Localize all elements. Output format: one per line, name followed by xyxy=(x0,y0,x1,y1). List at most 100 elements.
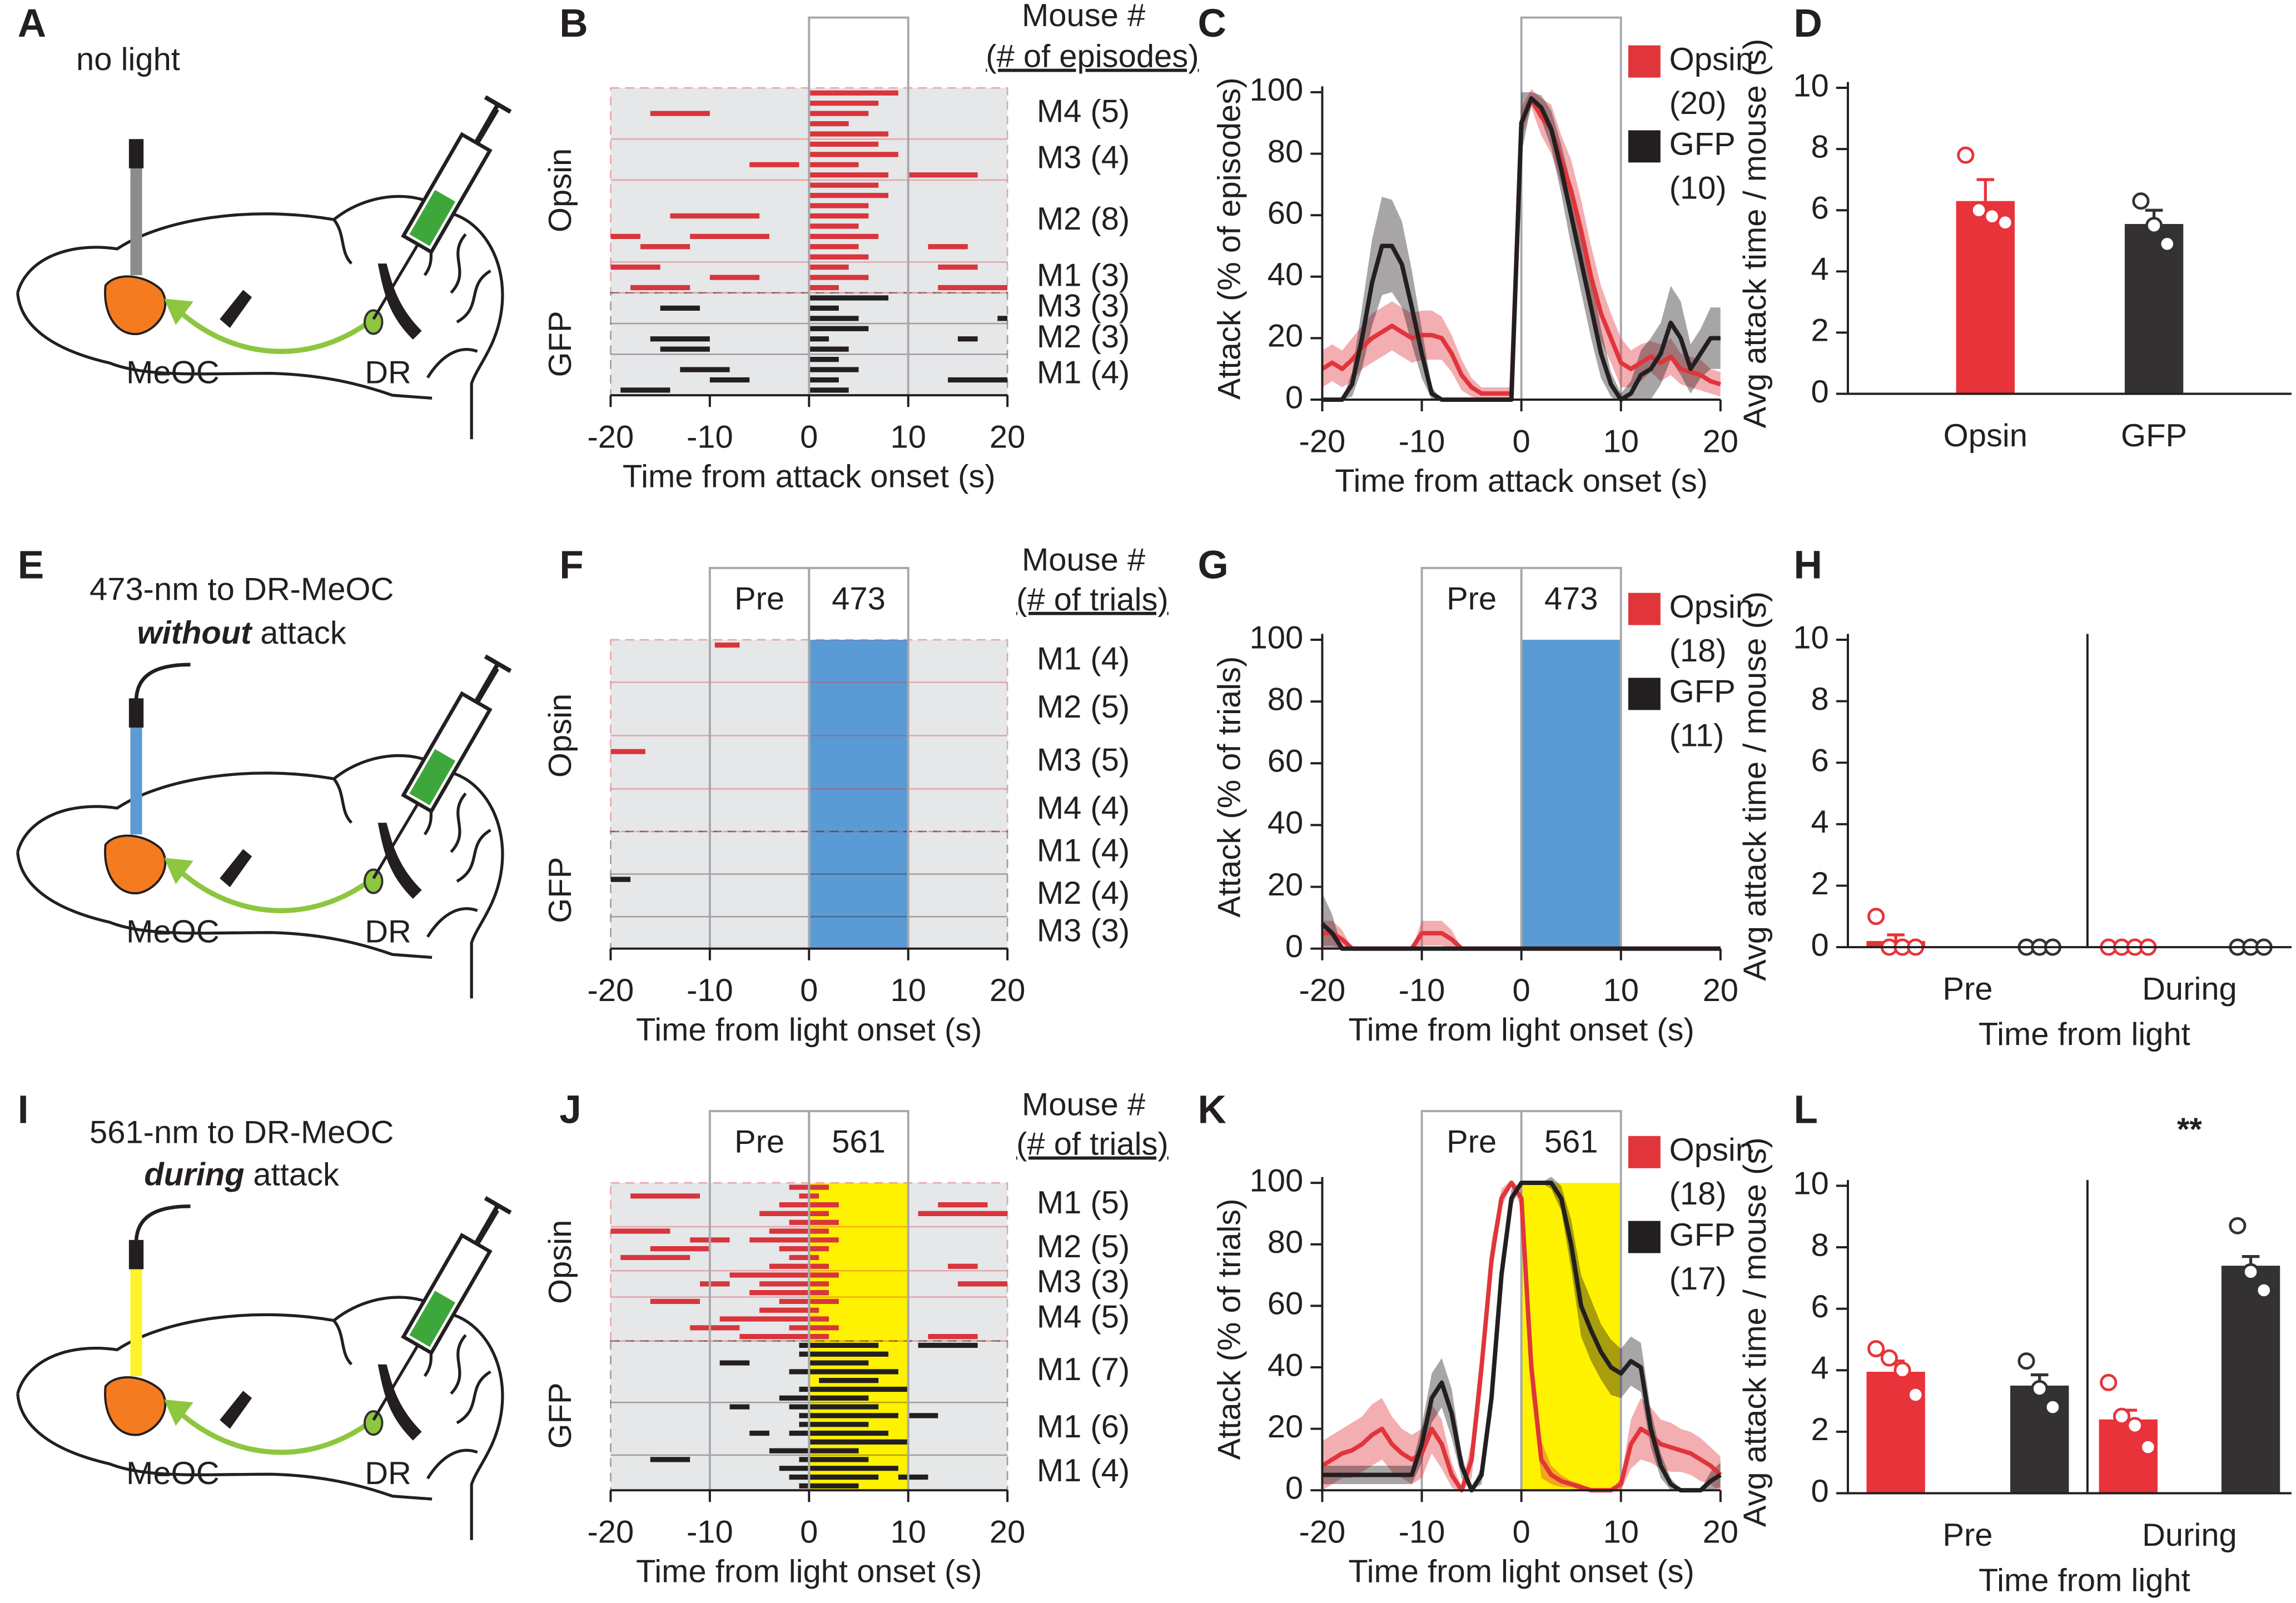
chart-panel: Pre During Time from light 0 2 4 6 8 10 Avg attac… xyxy=(1737,591,2292,1052)
y-tick-label: 60 xyxy=(1268,1286,1303,1322)
group-label: GFP xyxy=(543,311,578,377)
legend-label: Opsin xyxy=(1669,42,1753,77)
x-tick-label: -20 xyxy=(1299,1515,1346,1550)
category-label: GFP xyxy=(2121,418,2187,454)
panel-letter: I xyxy=(18,1088,29,1132)
window-label: Pre xyxy=(734,581,784,616)
mouse-label: M2 (3) xyxy=(1037,319,1130,355)
diagram-title: no light xyxy=(76,42,180,77)
legend-count: (10) xyxy=(1669,171,1727,206)
group-label: GFP xyxy=(543,857,578,923)
group-label: Opsin xyxy=(543,148,578,232)
brain-group: MeOC DR xyxy=(18,656,512,999)
legend-swatch xyxy=(1628,45,1661,78)
region-label: MeOC xyxy=(126,1456,219,1491)
x-tick-label: 20 xyxy=(990,419,1025,455)
data-point xyxy=(2113,1407,2130,1425)
y-axis-label: Avg attack time / mouse (s) xyxy=(1737,591,1773,981)
window-label: 473 xyxy=(832,581,886,616)
y-tick-label: 100 xyxy=(1250,620,1304,655)
y-axis-label: Attack (% of trials) xyxy=(1211,1198,1247,1460)
mouse-label: M1 (4) xyxy=(1037,1453,1130,1488)
header-line: (# of trials) xyxy=(1016,582,1169,618)
mouse-label: M1 (7) xyxy=(1037,1352,1130,1387)
mouse-label: M4 (4) xyxy=(1037,790,1130,826)
emphasis: during xyxy=(144,1157,244,1193)
region-label: MeOC xyxy=(126,355,219,391)
data-point xyxy=(2242,1263,2260,1281)
header-line: Mouse # xyxy=(1022,542,1145,578)
mouse-label: M3 (3) xyxy=(1037,913,1130,948)
error-band xyxy=(1322,89,1721,400)
x-axis-label: Time from light onset (s) xyxy=(1348,1012,1694,1048)
category-label: Pre xyxy=(1942,971,1992,1007)
y-tick-label: 40 xyxy=(1268,1347,1303,1383)
x-tick-label: -10 xyxy=(1399,424,1445,459)
y-tick-label: 8 xyxy=(1811,129,1828,165)
error-band xyxy=(1322,920,1721,949)
mouse-label: M3 (3) xyxy=(1037,288,1130,324)
y-tick-label: 8 xyxy=(1811,681,1828,717)
brain-schematic xyxy=(18,1197,512,1540)
region-label: DR xyxy=(365,1456,411,1491)
category-label: During xyxy=(2142,1517,2237,1553)
y-tick-label: 0 xyxy=(1285,929,1303,964)
header-line: Mouse # xyxy=(1022,0,1145,33)
x-tick-label: 10 xyxy=(890,419,926,455)
fiber-connector xyxy=(128,1239,144,1270)
window-label: 561 xyxy=(832,1124,886,1160)
y-tick-label: 80 xyxy=(1268,1224,1303,1260)
y-tick-label: 0 xyxy=(1811,927,1828,963)
y-tick-label: 100 xyxy=(1250,72,1304,108)
mouse-label: M2 (4) xyxy=(1037,875,1130,911)
diagram-a: no light MeOC DR xyxy=(18,42,512,439)
data-point xyxy=(1907,1386,1925,1404)
panel-letter: B xyxy=(559,2,588,46)
x-tick-label: 10 xyxy=(1603,1515,1638,1550)
data-point xyxy=(1867,908,1885,925)
brain-schematic xyxy=(18,97,512,440)
diagram-i: 561-nm to DR-MeOC during attack MeOC DR xyxy=(18,1114,512,1540)
legend-label: GFP xyxy=(1669,127,1736,162)
x-tick-label: 20 xyxy=(1703,1515,1738,1550)
y-axis-label: Avg attack time / mouse (s) xyxy=(1737,1137,1773,1527)
bar xyxy=(2010,1385,2069,1494)
x-tick-label: 10 xyxy=(890,1515,926,1550)
y-tick-label: 10 xyxy=(1793,620,1828,655)
x-tick-label: -20 xyxy=(588,973,634,1008)
chart-panel: Pre During Time from light ** 0 2 4 6 8 10 Avg att… xyxy=(1737,1112,2292,1598)
legend-swatch xyxy=(1628,1136,1661,1168)
y-tick-label: 20 xyxy=(1268,867,1303,903)
legend-count: (18) xyxy=(1669,633,1727,669)
category-label: Pre xyxy=(1942,1517,1992,1553)
mouse-label: M1 (3) xyxy=(1037,257,1130,293)
mouse-label: M1 (5) xyxy=(1037,1185,1130,1221)
x-tick-label: 10 xyxy=(890,973,926,1008)
x-axis-label: Time from light xyxy=(1979,1017,2190,1052)
group-label: Opsin xyxy=(543,694,578,778)
y-axis-label: Attack (% of trials) xyxy=(1211,656,1247,918)
data-point xyxy=(2126,1417,2144,1435)
region-label: DR xyxy=(365,355,411,391)
x-axis-label: Time from light onset (s) xyxy=(636,1554,982,1590)
window-label: Pre xyxy=(1447,581,1497,616)
x-tick-label: 0 xyxy=(800,419,818,455)
data-point xyxy=(2044,1398,2061,1416)
x-tick-label: -20 xyxy=(1299,424,1346,459)
y-tick-label: 6 xyxy=(1811,1289,1828,1325)
y-tick-label: 40 xyxy=(1268,257,1303,292)
x-tick-label: 0 xyxy=(800,1515,818,1550)
group-label: GFP xyxy=(543,1382,578,1448)
x-tick-label: 0 xyxy=(1512,1515,1530,1550)
data-point xyxy=(1996,213,2014,231)
bar xyxy=(2124,223,2184,394)
data-point xyxy=(2255,1281,2273,1299)
data-point xyxy=(2229,1217,2247,1234)
mouse-label: M2 (5) xyxy=(1037,1229,1130,1265)
x-tick-label: 20 xyxy=(1703,424,1738,459)
subtitle-tail: attack xyxy=(253,1157,340,1193)
y-tick-label: 60 xyxy=(1268,744,1303,779)
panel-letter: H xyxy=(1794,544,1822,588)
x-tick-label: 0 xyxy=(800,973,818,1008)
x-tick-label: -20 xyxy=(588,1515,634,1550)
